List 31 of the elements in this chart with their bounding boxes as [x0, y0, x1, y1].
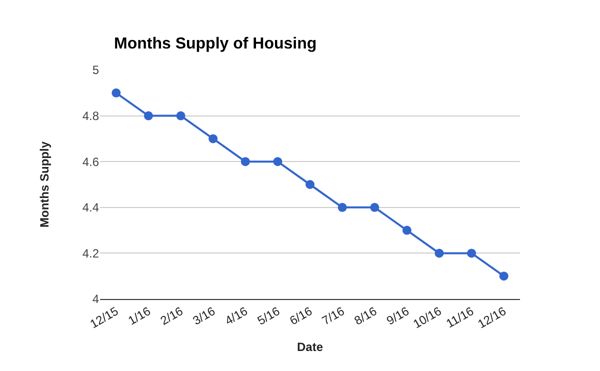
y-axis-title: Months Supply: [38, 141, 52, 228]
point: [273, 157, 282, 166]
point: [402, 226, 412, 235]
x-tick-label: 8/16: [352, 304, 380, 328]
point: [434, 248, 444, 258]
point: [112, 88, 121, 98]
y-tick-label: 4.8: [82, 109, 100, 123]
point: [306, 180, 314, 189]
point: [144, 111, 153, 120]
x-tick-label: 1/16: [126, 304, 154, 328]
x-tick-label: 4/16: [222, 304, 250, 328]
x-tick-label: 5/16: [254, 304, 282, 328]
point: [499, 272, 508, 281]
y-tick-label: 4: [92, 292, 100, 306]
point: [467, 248, 476, 258]
x-tick-label: 6/16: [287, 304, 315, 328]
x-tick-label: 3/16: [190, 304, 218, 328]
x-axis-title: Date: [296, 340, 324, 354]
point: [176, 111, 186, 120]
y-tick-label: 4.6: [82, 154, 100, 169]
y-tick-label: 4.4: [82, 200, 100, 215]
point: [370, 202, 380, 212]
point: [208, 134, 218, 144]
chart-title: Months Supply of Housing: [114, 35, 317, 52]
point: [338, 202, 347, 212]
x-tick-label: 7/16: [320, 304, 348, 328]
x-tick-label: 2/16: [158, 304, 186, 328]
y-tick-label: 4.2: [82, 246, 100, 260]
point: [240, 157, 250, 166]
y-tick-label: 5: [92, 63, 100, 78]
x-tick-label: 9/16: [384, 304, 412, 328]
